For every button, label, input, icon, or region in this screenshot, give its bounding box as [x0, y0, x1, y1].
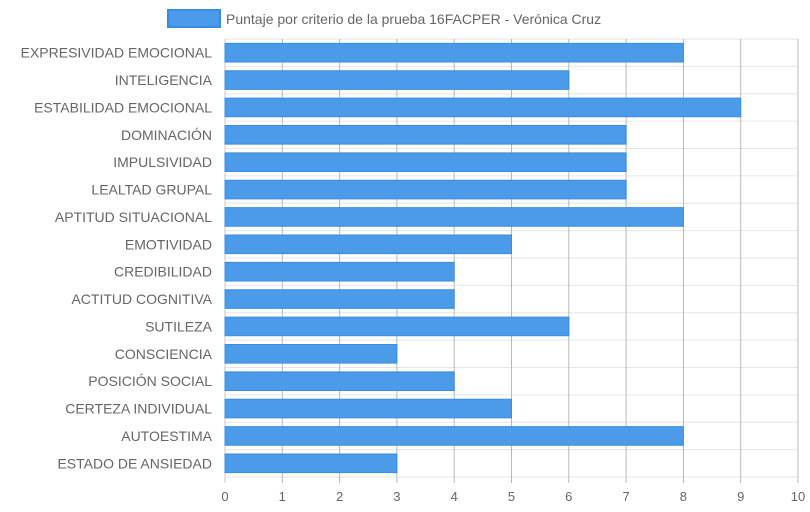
bar[interactable]	[224, 70, 570, 90]
bar[interactable]	[224, 344, 398, 364]
category-label: SUTILEZA	[145, 318, 213, 334]
bar[interactable]	[224, 453, 398, 474]
category-label: CERTEZA INDIVIDUAL	[65, 401, 212, 417]
bar[interactable]	[224, 152, 627, 172]
bar[interactable]	[224, 97, 742, 118]
bar[interactable]	[224, 398, 512, 419]
x-tick-label: 1	[279, 489, 286, 504]
x-tick-label: 3	[393, 489, 400, 504]
bar[interactable]	[224, 316, 570, 337]
category-label: CONSCIENCIA	[115, 346, 213, 362]
category-label: CREDIBILIDAD	[114, 264, 212, 280]
category-label: AUTOESTIMA	[121, 428, 212, 444]
category-label: APTITUD SITUACIONAL	[55, 209, 212, 225]
category-label: EMOTIVIDAD	[125, 236, 212, 252]
x-tick-label: 9	[737, 489, 744, 504]
bar[interactable]	[224, 125, 627, 145]
bar[interactable]	[224, 42, 684, 63]
category-label: POSICIÓN SOCIAL	[88, 373, 212, 389]
bar[interactable]	[224, 179, 627, 200]
x-tick-label: 2	[336, 489, 343, 504]
bar[interactable]	[224, 289, 455, 309]
x-tick-label: 10	[791, 489, 805, 504]
category-label: IMPULSIVIDAD	[113, 154, 212, 170]
chart-legend[interactable]: Puntaje por criterio de la prueba 16FACP…	[167, 9, 601, 28]
category-label: INTELIGENCIA	[115, 72, 213, 88]
bar[interactable]	[224, 207, 684, 227]
category-labels: EXPRESIVIDAD EMOCIONAL INTELIGENCIA ESTABI…	[21, 45, 213, 472]
x-tick-label: 4	[451, 489, 458, 504]
bar[interactable]	[224, 261, 455, 282]
x-tick-label: 7	[622, 489, 629, 504]
bars	[224, 42, 742, 474]
category-label: DOMINACIÓN	[121, 127, 212, 143]
category-label: EXPRESIVIDAD EMOCIONAL	[21, 45, 213, 61]
legend-label[interactable]: Puntaje por criterio de la prueba 16FACP…	[226, 11, 601, 27]
category-label: LEALTAD GRUPAL	[91, 182, 212, 198]
x-tick-label: 0	[221, 489, 228, 504]
bar[interactable]	[224, 234, 512, 255]
x-tick-label: 5	[508, 489, 515, 504]
x-axis-tick-labels: 0 1 2 3 4 5 6 7 8 9 10	[221, 489, 805, 504]
category-label: ESTABILIDAD EMOCIONAL	[34, 99, 212, 115]
bar[interactable]	[224, 426, 684, 446]
bar[interactable]	[224, 371, 455, 391]
legend-swatch[interactable]	[167, 9, 221, 28]
category-label: ESTADO DE ANSIEDAD	[57, 455, 212, 471]
x-tick-label: 8	[680, 489, 687, 504]
x-tick-label: 6	[565, 489, 572, 504]
category-label: ACTITUD COGNITIVA	[71, 291, 212, 307]
